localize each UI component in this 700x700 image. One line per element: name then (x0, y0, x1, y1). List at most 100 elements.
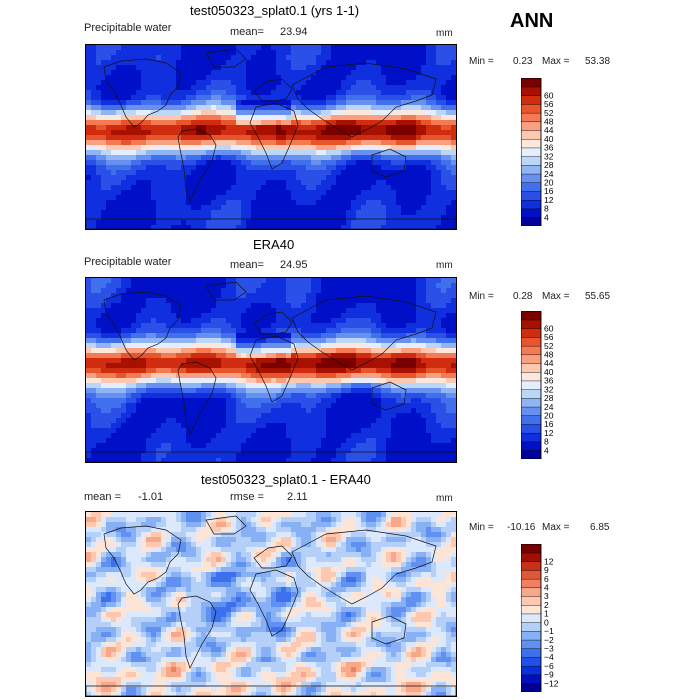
map-cell (361, 403, 367, 409)
map-cell (451, 358, 456, 364)
map-cell (176, 418, 182, 424)
map-cell (261, 160, 267, 166)
map-cell (91, 378, 97, 384)
map-cell (336, 378, 342, 384)
map-cell (411, 363, 417, 369)
map-cell (191, 205, 197, 211)
map-cell (411, 80, 417, 86)
map-cell (356, 403, 362, 409)
map-cell (316, 368, 322, 374)
map-cell (451, 145, 456, 151)
map-cell (111, 160, 117, 166)
map-cell (141, 298, 147, 304)
map-cell (391, 85, 397, 91)
map-cell (421, 170, 427, 176)
map-cell (196, 383, 202, 389)
map-cell (201, 205, 207, 211)
map-cell (401, 160, 407, 166)
map-cell (316, 298, 322, 304)
map-cell (206, 160, 212, 166)
map-cell (351, 215, 357, 221)
map-cell (211, 308, 217, 314)
map-cell (126, 55, 132, 61)
map-cell (231, 125, 237, 131)
map-cell (416, 85, 422, 91)
map-cell (101, 155, 107, 161)
map-cell (146, 60, 152, 66)
map-cell (226, 75, 232, 81)
map-cell (161, 283, 167, 289)
map-cell (251, 328, 257, 334)
map-cell (181, 190, 187, 196)
map-cell (266, 70, 272, 76)
map-cell (366, 363, 372, 369)
map-cell (121, 225, 127, 229)
map-cell (101, 353, 107, 359)
map-cell (196, 50, 202, 56)
map-cell (261, 115, 267, 121)
map-cell (416, 308, 422, 314)
map-cell (386, 175, 392, 181)
map-cell (396, 358, 402, 364)
map-cell (246, 185, 252, 191)
map-cell (156, 155, 162, 161)
map-cell (351, 303, 357, 309)
map-cell (356, 70, 362, 76)
map-cell (421, 100, 427, 106)
map-cell (91, 85, 97, 91)
map-cell (441, 165, 447, 171)
map-cell (236, 398, 242, 404)
map-cell (161, 383, 167, 389)
map-cell (306, 115, 312, 121)
map-cell (271, 328, 277, 334)
map-cell (211, 373, 217, 379)
map-cell (256, 403, 262, 409)
map-cell (311, 210, 317, 216)
map-cell (291, 288, 297, 294)
map-cell (151, 358, 157, 364)
map-cell (96, 283, 102, 289)
map-cell (396, 115, 402, 121)
map-cell (376, 378, 382, 384)
map-cell (111, 408, 117, 414)
map-cell (271, 338, 277, 344)
map-cell (231, 45, 237, 51)
map-cell (336, 220, 342, 226)
map-cell (226, 353, 232, 359)
map-cell (451, 110, 456, 116)
map-cell (241, 353, 247, 359)
map-cell (221, 100, 227, 106)
map-cell (266, 368, 272, 374)
map-cell (381, 75, 387, 81)
map-cell (316, 278, 322, 284)
map-cell (286, 135, 292, 141)
map-cell (346, 363, 352, 369)
map-cell (321, 140, 327, 146)
map-cell (211, 363, 217, 369)
map-cell (346, 175, 352, 181)
map-cell (321, 55, 327, 61)
map-cell (256, 298, 262, 304)
map-cell (366, 220, 372, 226)
map-cell (116, 313, 122, 319)
map-cell (276, 318, 282, 324)
map-cell (296, 323, 302, 329)
map-cell (446, 180, 452, 186)
map-cell (121, 125, 127, 131)
map-cell (101, 323, 107, 329)
map-cell (171, 75, 177, 81)
map-cell (266, 180, 272, 186)
map-cell (436, 165, 442, 171)
map-cell (301, 150, 307, 156)
map-cell (241, 210, 247, 216)
map-cell (231, 333, 237, 339)
map-cell (406, 160, 412, 166)
map-cell (396, 200, 402, 206)
map-cell (351, 150, 357, 156)
map-cell (311, 80, 317, 86)
map-cell (341, 323, 347, 329)
map-cell (276, 338, 282, 344)
map-cell (181, 125, 187, 131)
map-cell (351, 75, 357, 81)
map-cell (166, 318, 172, 324)
